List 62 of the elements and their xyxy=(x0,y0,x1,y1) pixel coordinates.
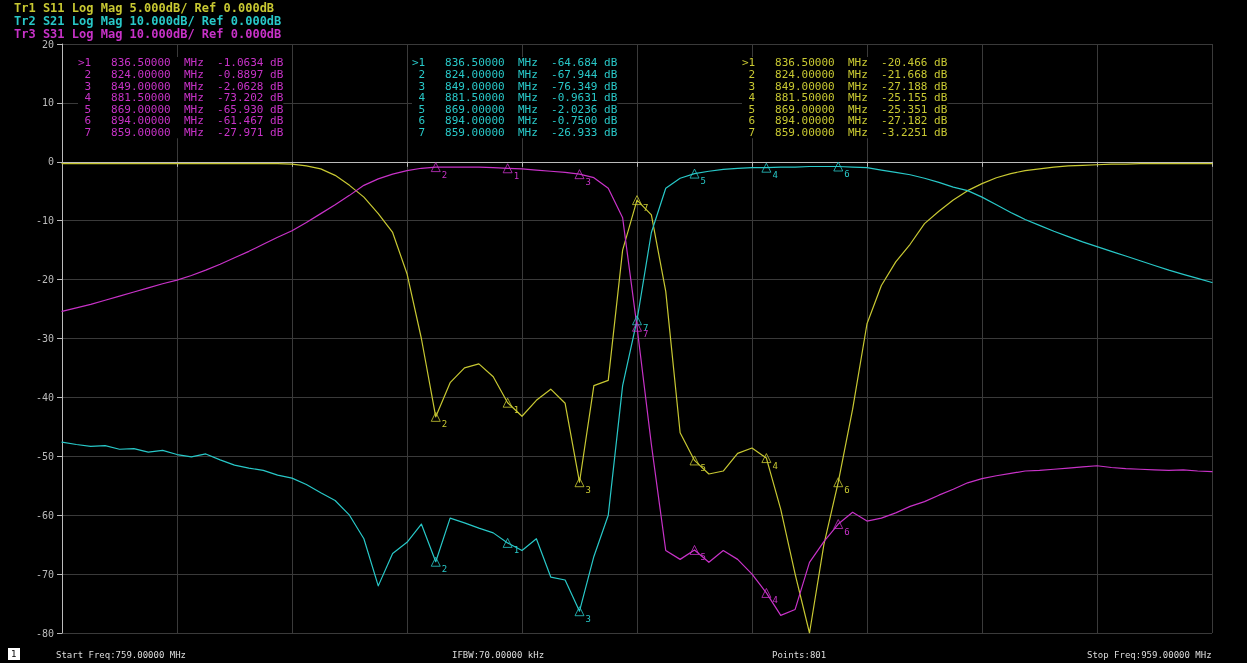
point xyxy=(833,477,844,488)
point xyxy=(502,537,513,548)
point xyxy=(430,162,441,173)
point xyxy=(761,587,772,598)
annotation: 3 xyxy=(585,613,591,624)
point xyxy=(632,315,642,326)
annotation: >1 836.50000 MHz -1.0634 dB 2 824.00000 MHz -0.8897 dB 3 849.00000 MHz -2.0628 dB 4 881.50000 MHz -73.202 dB 5 869.00000 MHz -65.930 dB 6 894.00000 MHz -61.467 dB 7 859.00000 MHz -27.971 dB xyxy=(78,56,284,139)
point xyxy=(689,544,700,555)
point xyxy=(833,161,844,172)
annotation: 4 xyxy=(772,170,778,181)
annotation: >1 836.50000 MHz -64.684 dB 2 824.00000 MHz -67.944 dB 3 849.00000 MHz -76.349 dB 4 881.50000 MHz -0.9631 dB 5 869.00000 MHz -2.0236 dB 6 894.00000 MHz -0.7500 dB 7 859.00000 MHz -26.933 dB xyxy=(412,56,618,139)
point xyxy=(761,162,772,173)
point xyxy=(761,453,772,464)
point xyxy=(430,556,441,567)
annotation: 4 xyxy=(772,595,778,606)
point xyxy=(632,195,642,206)
y-tick-label: -70 xyxy=(35,568,54,580)
text: Start Freq:759.00000 MHz xyxy=(56,649,187,660)
annotation: 6 xyxy=(844,169,850,180)
annotation: 2 xyxy=(441,419,448,430)
annotation: 5 xyxy=(700,176,706,187)
annotation: 2 xyxy=(441,169,448,180)
annotation: 7 xyxy=(643,329,649,340)
annotation: 3 xyxy=(585,484,591,495)
point xyxy=(833,519,844,530)
point xyxy=(430,411,441,422)
annotation: 7 xyxy=(643,202,649,213)
point xyxy=(689,168,700,179)
y-tick-label: 0 xyxy=(47,156,54,168)
text: Points:801 xyxy=(772,649,827,660)
text: 1 xyxy=(11,648,17,659)
y-tick-label: 10 xyxy=(41,97,54,109)
text: Tr3 S31 Log Mag 10.000dB/ Ref 0.000dB xyxy=(14,27,282,41)
text: Tr1 S11 Log Mag 5.000dB/ Ref 0.000dB xyxy=(14,1,275,15)
y-tick-label: -20 xyxy=(35,274,54,286)
point xyxy=(689,455,700,466)
y-tick-label: -50 xyxy=(35,450,54,462)
annotation: 1 xyxy=(513,545,520,556)
annotation: 5 xyxy=(700,462,706,473)
text: Stop Freq:959.00000 MHz xyxy=(1087,649,1212,660)
annotation: 6 xyxy=(844,526,850,537)
point xyxy=(574,477,585,488)
point xyxy=(502,397,513,408)
y-tick-label: 20 xyxy=(41,38,54,50)
point xyxy=(632,321,642,332)
annotation: 2 xyxy=(441,564,448,575)
annotation: 1 xyxy=(513,170,520,181)
point xyxy=(574,169,585,180)
point xyxy=(574,606,585,617)
point xyxy=(502,163,513,174)
annotation: 3 xyxy=(585,176,591,187)
y-tick-label: -80 xyxy=(35,627,54,639)
text: Tr2 S21 Log Mag 10.000dB/ Ref 0.000dB xyxy=(14,14,282,28)
annotation: 6 xyxy=(844,484,850,495)
y-tick-label: -30 xyxy=(35,333,54,344)
y-tick-label: -40 xyxy=(35,391,54,403)
annotation: 4 xyxy=(772,460,778,471)
text: IFBW:70.00000 kHz xyxy=(452,649,545,660)
annotation: 1 xyxy=(513,405,520,416)
annotation: >1 836.50000 MHz -20.466 dB 2 824.00000 MHz -21.668 dB 3 849.00000 MHz -27.188 dB 4 881.50000 MHz -25.155 dB 5 869.00000 MHz -25.351 dB 6 894.00000 MHz -27.182 dB 7 859.00000 MHz -3.2251 dB xyxy=(742,56,948,139)
y-tick-label: -60 xyxy=(35,509,54,521)
y-tick-label: -10 xyxy=(35,215,54,227)
